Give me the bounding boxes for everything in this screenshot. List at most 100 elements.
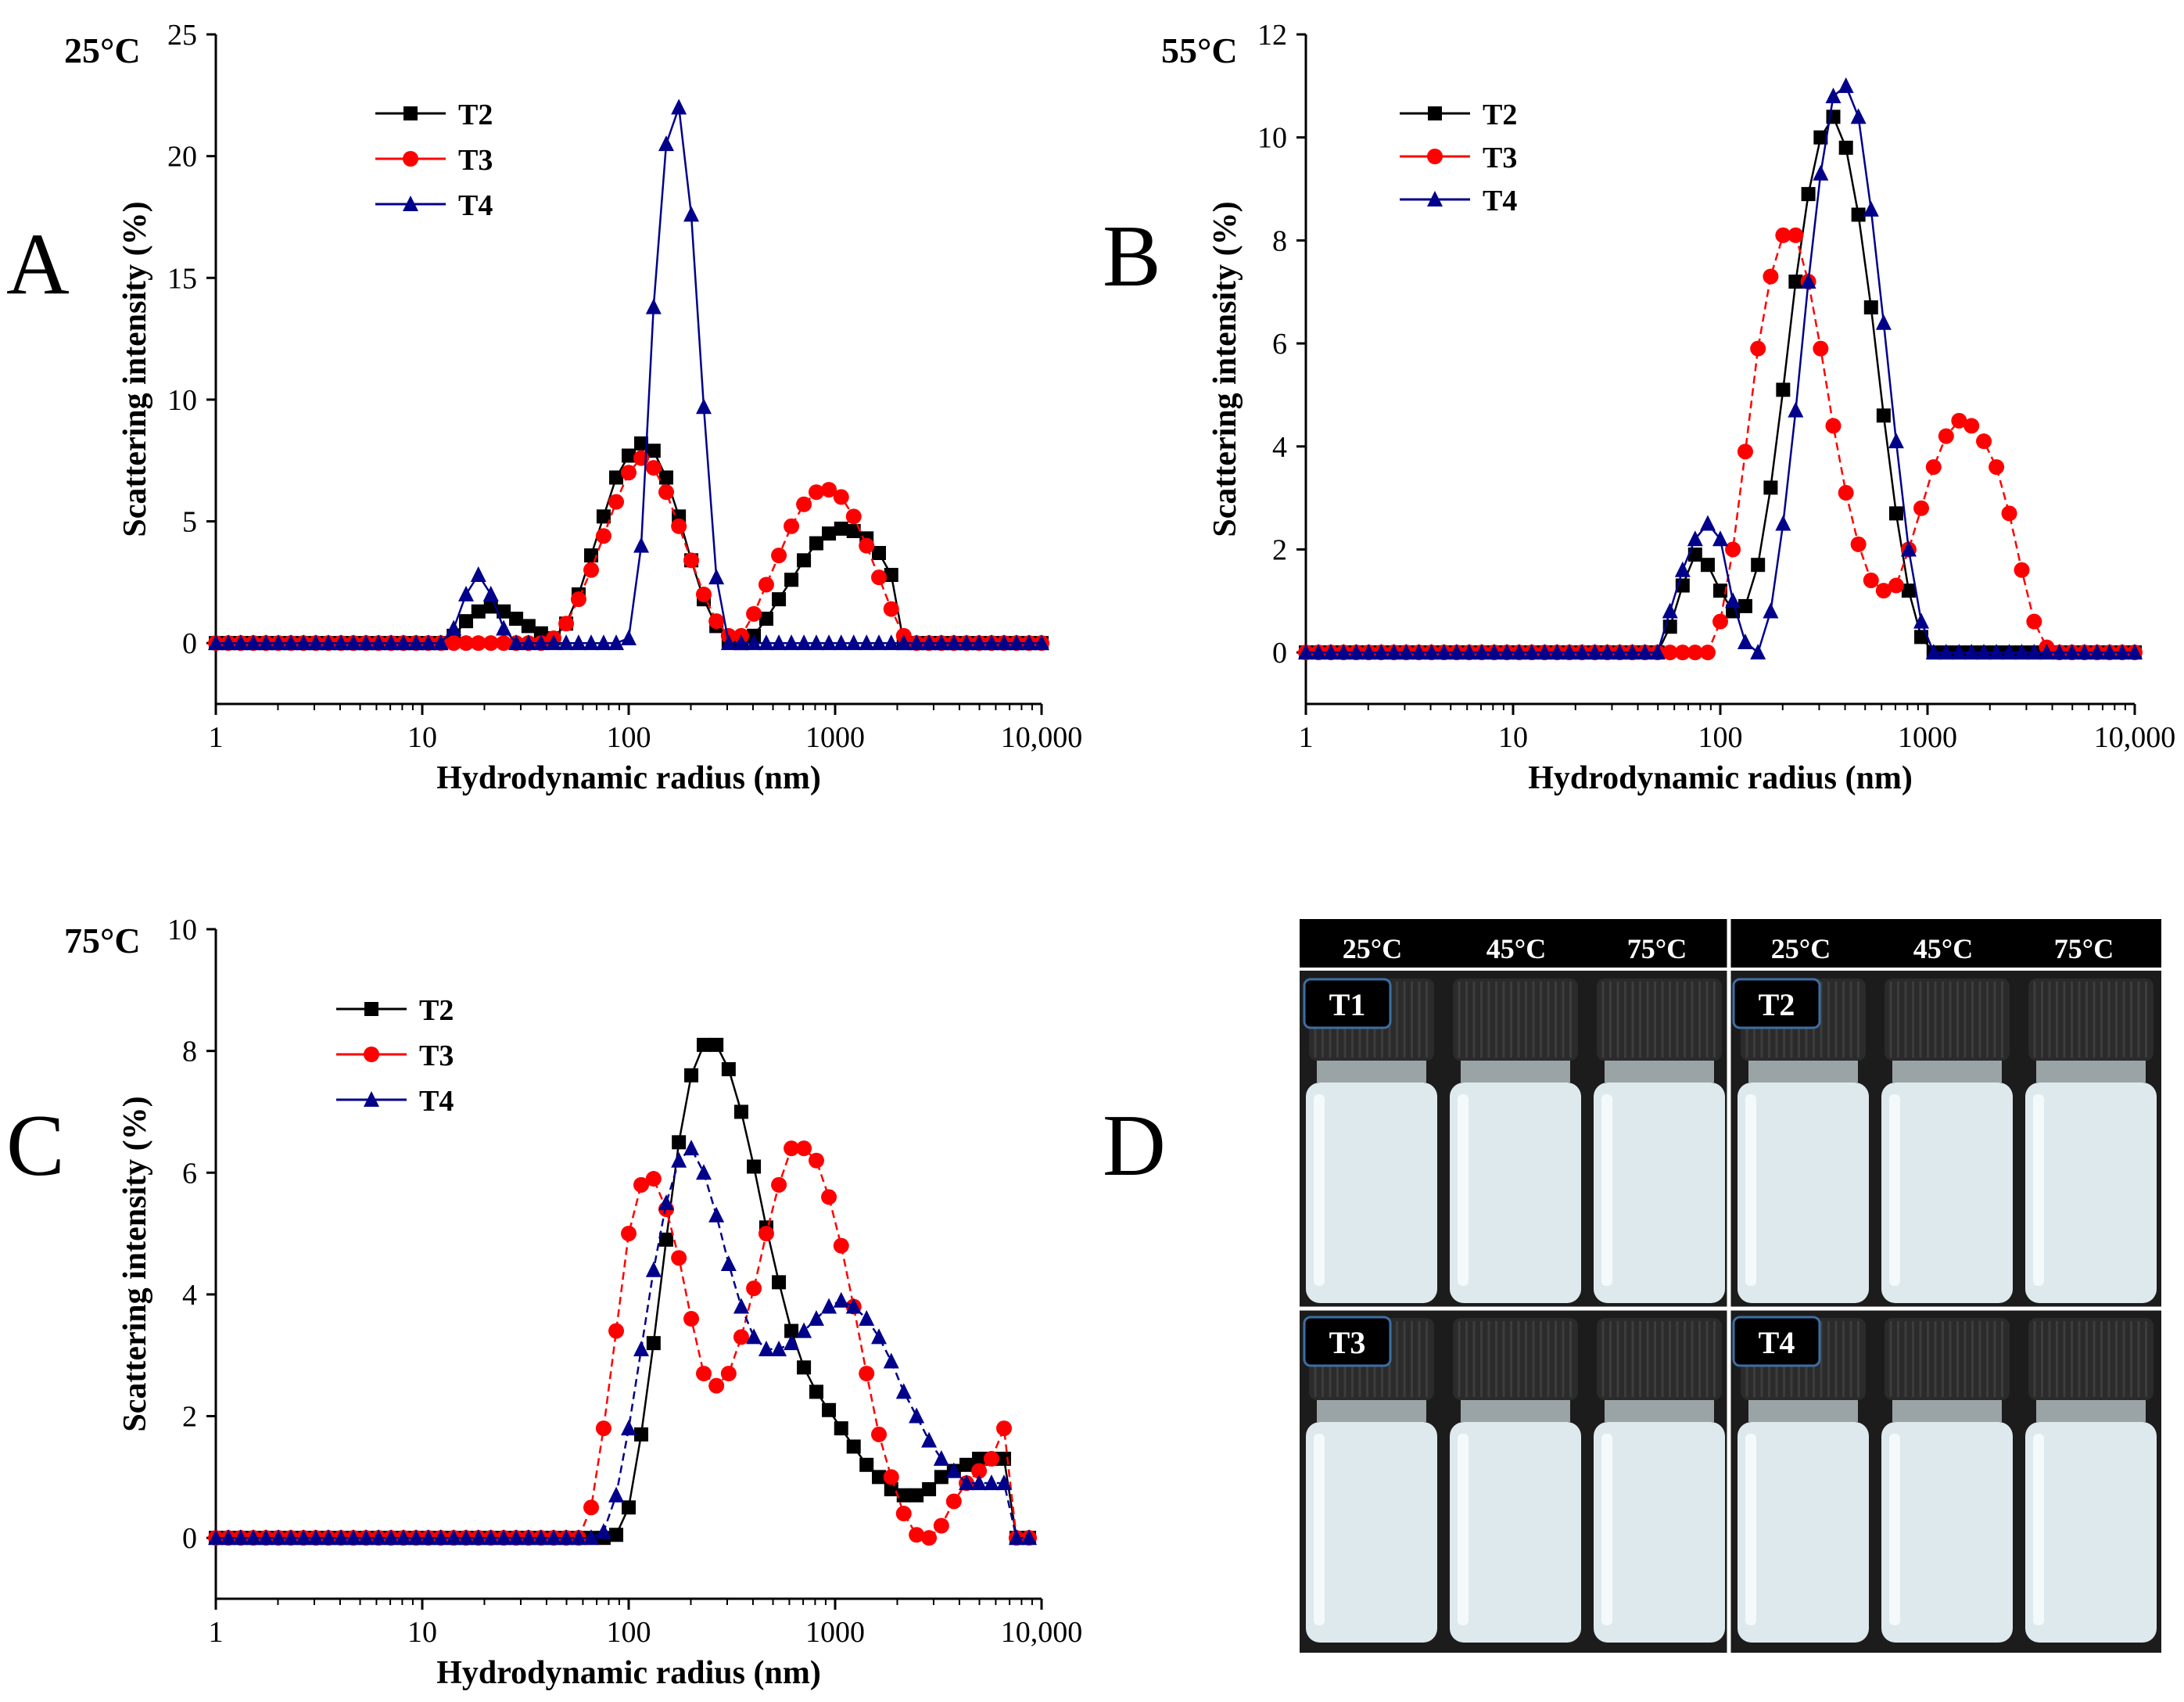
data-point	[921, 634, 938, 651]
y-tick-label: 6	[1272, 328, 1287, 361]
data-point	[895, 634, 912, 651]
data-point	[1523, 644, 1540, 660]
data-point	[1888, 506, 1903, 521]
data-point	[808, 1152, 824, 1169]
data-point	[945, 1462, 962, 1478]
data-point	[470, 566, 486, 583]
data-point	[1008, 634, 1024, 651]
data-point	[570, 1529, 586, 1546]
data-point	[420, 1529, 436, 1546]
data-point	[1989, 644, 2005, 660]
data-point	[1888, 433, 1904, 449]
data-point	[358, 634, 375, 651]
data-point	[809, 536, 823, 551]
data-point	[1436, 644, 1452, 660]
data-point	[821, 482, 837, 498]
data-point	[659, 1232, 674, 1247]
data-point	[1662, 645, 1678, 661]
x-tick-label: 1	[209, 721, 224, 754]
data-point	[871, 1426, 888, 1442]
vial-cap	[2028, 1318, 2154, 1400]
data-point	[1788, 401, 1804, 418]
vial-highlight	[2033, 1434, 2044, 1625]
vial-photo-panel: 25°C 45°C 75°C 25°C 45°C 75°C T1 T2 T3 T…	[1300, 919, 2161, 1653]
panel-letter-d: D	[1103, 1097, 1166, 1194]
data-point	[1699, 645, 1716, 661]
series-t3	[208, 450, 1049, 652]
series-t2	[1299, 110, 2142, 660]
x-tick-label: 10,000	[1001, 1616, 1083, 1649]
x-tick-label: 1	[1299, 721, 1314, 754]
data-point	[1725, 541, 1741, 558]
temperature-label: 75°C	[64, 921, 141, 961]
data-point	[883, 1469, 899, 1485]
data-point	[546, 634, 562, 651]
vial-highlight	[1889, 1094, 1900, 1286]
data-point	[583, 1529, 600, 1546]
data-point	[1838, 485, 1854, 501]
data-point	[872, 1470, 887, 1485]
data-point	[1687, 530, 1703, 547]
y-tick-label: 10	[1257, 122, 1287, 155]
data-point	[1473, 644, 1490, 660]
vial-highlight	[1314, 1434, 1325, 1625]
data-point	[846, 523, 861, 538]
data-point	[1021, 1529, 1038, 1546]
x-axis-label: Hydrodynamic radius (nm)	[1528, 760, 1913, 796]
data-point	[2101, 644, 2118, 660]
data-point	[996, 634, 1013, 651]
data-point	[458, 635, 475, 652]
data-point	[658, 1194, 675, 1211]
data-point	[695, 398, 712, 415]
x-tick-label: 1000	[1898, 721, 1957, 754]
data-point	[872, 546, 887, 561]
data-point	[1963, 418, 1980, 434]
vial-neck	[1461, 1400, 1570, 1422]
data-point	[2064, 644, 2080, 660]
data-point	[633, 537, 650, 553]
data-point	[621, 1226, 637, 1242]
legend-marker	[403, 196, 418, 211]
data-point	[771, 548, 787, 564]
series-t4	[208, 1140, 1038, 1546]
data-point	[570, 591, 586, 608]
data-point	[546, 1529, 562, 1546]
data-point	[333, 1529, 350, 1546]
data-point	[1763, 268, 1779, 285]
data-point	[1825, 88, 1842, 104]
data-point	[645, 1261, 662, 1277]
data-point	[221, 1529, 237, 1546]
data-point	[671, 1250, 687, 1266]
legend-marker	[403, 106, 418, 120]
data-point	[859, 1457, 874, 1472]
data-point	[446, 1529, 462, 1546]
sample-label-box	[1303, 978, 1392, 1029]
data-point	[758, 634, 774, 651]
data-point	[821, 1298, 837, 1314]
data-point	[896, 1488, 911, 1503]
data-point	[333, 634, 350, 651]
data-point	[1851, 207, 1866, 222]
data-point	[1763, 480, 1778, 495]
data-point	[808, 1310, 824, 1327]
data-point	[395, 1529, 411, 1546]
data-point	[945, 634, 962, 651]
data-point	[246, 634, 262, 651]
data-point	[683, 552, 700, 569]
data-point	[482, 585, 499, 601]
data-point	[482, 635, 499, 652]
data-point	[520, 634, 536, 651]
data-point	[2114, 644, 2130, 660]
data-point	[496, 1529, 512, 1546]
data-point	[1737, 633, 1753, 649]
data-point	[959, 634, 975, 651]
y-tick-label: 2	[1272, 533, 1287, 566]
series-line	[216, 1147, 1029, 1539]
data-point	[1725, 592, 1741, 609]
x-tick-label: 10,000	[2094, 721, 2176, 754]
data-point	[797, 553, 812, 568]
data-point	[959, 1474, 975, 1491]
data-point	[1687, 548, 1702, 562]
data-point	[246, 1529, 262, 1546]
